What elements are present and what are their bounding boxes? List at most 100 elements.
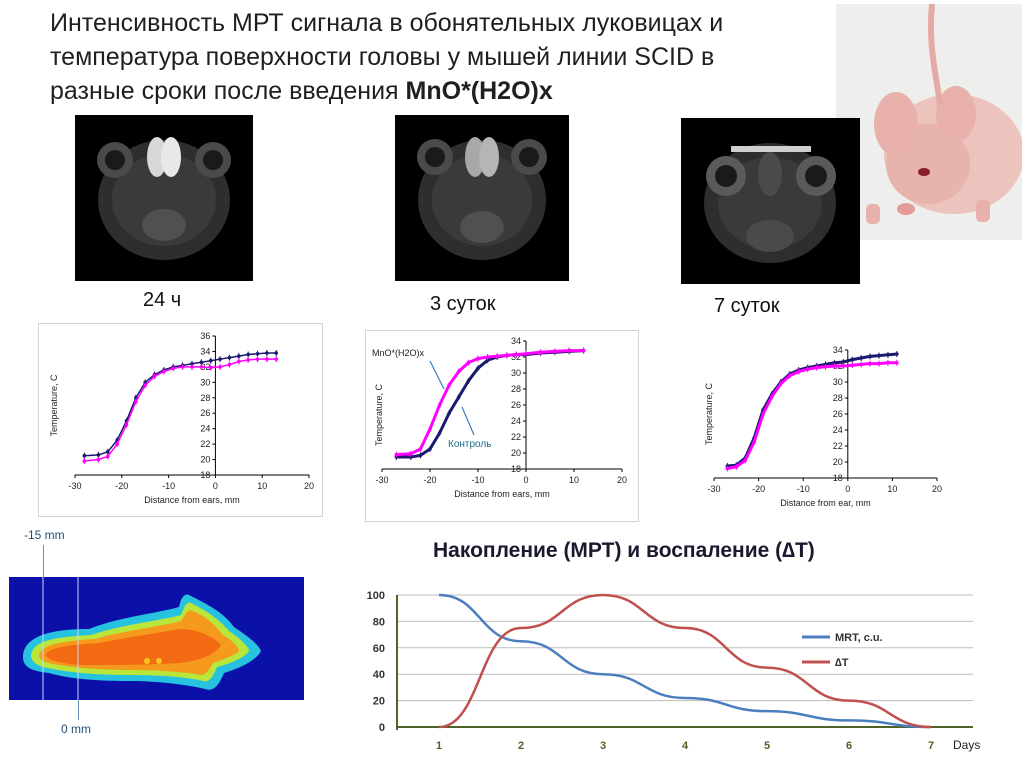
y-tick-label: 22 [833, 441, 843, 451]
thermogram [9, 577, 304, 700]
legend-label-1: ∆T [835, 657, 849, 669]
x-tick-label: 10 [569, 475, 579, 485]
data-point [505, 353, 509, 358]
x-tick-label: 6 [846, 740, 852, 752]
data-point [877, 361, 881, 366]
y-tick-label: 26 [833, 409, 843, 419]
x-tick-label: -10 [797, 484, 810, 494]
data-point [447, 383, 451, 387]
y-tick-label: 28 [511, 384, 521, 394]
temp-profile-7d-svg: -30 -20 -10 0 10 20182022242628303234Distance… [704, 345, 942, 508]
data-point [82, 453, 87, 458]
caption-3d: 3 суток [430, 293, 496, 315]
x-tick-label: -30 [375, 475, 388, 485]
data-point [190, 365, 194, 369]
data-point [859, 356, 863, 360]
series-line-0 [84, 352, 277, 457]
x-tick-label: -20 [752, 484, 765, 494]
compound-name: MnO*(H2O)x [405, 77, 553, 105]
data-point [134, 399, 138, 404]
data-point [105, 450, 110, 454]
x-axis-label: Days [953, 738, 980, 752]
caption-24h: 24 ч [143, 289, 182, 311]
x-tick-label: 10 [887, 484, 897, 494]
title-line-1: Интенсивность МРТ сигнала в обонятельных… [50, 9, 724, 37]
x-tick-label: 20 [304, 481, 314, 491]
series-line-0 [438, 593, 932, 729]
y-tick-label: 30 [833, 377, 843, 387]
y-tick-label: 100 [367, 590, 385, 602]
y-tick-label: 22 [200, 439, 210, 449]
data-point [581, 348, 586, 353]
data-point [394, 452, 399, 457]
data-point [850, 363, 855, 367]
data-point [437, 403, 442, 407]
data-point [180, 365, 185, 369]
data-point [457, 395, 461, 399]
data-point [162, 369, 166, 374]
y-tick-label: 24 [200, 424, 210, 434]
y-tick-label: 0 [379, 722, 385, 734]
data-point [814, 365, 819, 370]
series-arrow-control [461, 406, 475, 436]
slide-title: Интенсивность МРТ сигнала в обонятельных… [50, 6, 840, 108]
x-tick-label: 7 [928, 740, 934, 752]
data-point [227, 362, 232, 367]
x-tick-label: -30 [707, 484, 720, 494]
x-tick-label: -20 [115, 481, 128, 491]
data-point [457, 369, 461, 374]
accumulation-chart-title: Накопление (МРТ) и воспаление (∆T) [433, 539, 815, 562]
thermogram-image [23, 577, 261, 700]
data-point [237, 354, 241, 358]
data-point [218, 357, 222, 361]
title-line-3: разные сроки после введения MnO*(H2O)x [50, 74, 840, 108]
data-point [409, 452, 413, 456]
x-tick-label: 3 [600, 740, 606, 752]
x-axis-label: Distance from ears, mm [144, 495, 240, 505]
data-point [199, 365, 204, 369]
series-line-1 [396, 349, 584, 457]
data-point [428, 427, 432, 431]
y-tick-label: 28 [833, 393, 843, 403]
data-point [466, 360, 471, 365]
data-point [850, 357, 855, 362]
data-point [246, 358, 250, 362]
data-point [796, 369, 801, 374]
data-point [143, 383, 147, 388]
x-axis-label: Distance from ears, mm [454, 489, 550, 499]
data-point [190, 362, 194, 366]
data-point [428, 447, 432, 451]
y-axis-label: Temperature, C [704, 382, 714, 445]
y-axis-label: Temperature, C [374, 383, 384, 446]
data-point [274, 351, 279, 355]
x-tick-label: 2 [518, 740, 524, 752]
x-tick-label: 10 [257, 481, 267, 491]
series-line-0 [727, 352, 897, 468]
legend-label-0: MRT, c.u. [835, 632, 883, 644]
x-tick-label: -30 [68, 481, 81, 491]
data-point [538, 350, 543, 354]
data-point [832, 364, 837, 368]
y-tick-label: 20 [833, 457, 843, 467]
data-point [152, 374, 157, 378]
y-tick-label: 40 [373, 669, 385, 681]
data-point [218, 365, 222, 369]
mri-scan-7d [704, 143, 836, 263]
mark-top-line [43, 545, 44, 577]
x-tick-label: 20 [617, 475, 627, 485]
data-point [788, 373, 792, 378]
data-point [82, 459, 87, 463]
mark-top-label: -15 mm [24, 528, 65, 542]
title-line-2: температура поверхности головы у мышей л… [50, 43, 715, 71]
y-tick-label: 80 [373, 616, 385, 628]
temp-profile-3d-svg: -30-20-1001020182022242628303234Distance… [372, 336, 627, 499]
data-point [476, 366, 480, 370]
data-point [567, 348, 571, 353]
data-point [447, 411, 451, 415]
y-tick-label: 18 [511, 464, 521, 474]
y-tick-label: 34 [511, 336, 521, 346]
x-tick-label: 1 [436, 740, 442, 752]
data-point [143, 380, 147, 385]
data-point [246, 352, 250, 357]
data-point [868, 361, 872, 366]
